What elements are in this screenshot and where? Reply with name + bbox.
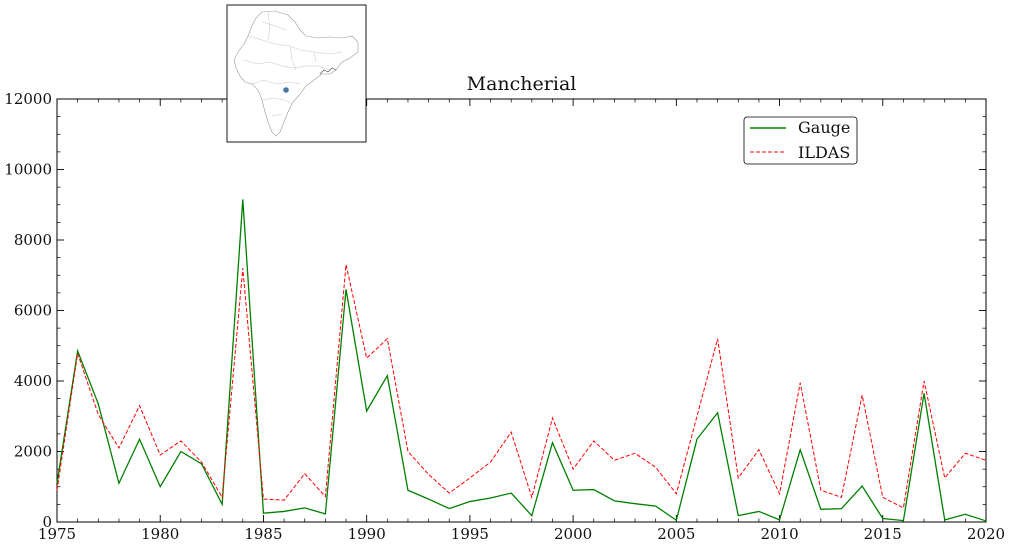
y-tick-label: 8000 xyxy=(14,231,52,249)
x-tick-label: 2000 xyxy=(554,525,592,543)
legend: Gauge ILDAS xyxy=(743,116,858,165)
x-tick-label: 1985 xyxy=(244,525,282,543)
x-tick-label: 2015 xyxy=(864,525,902,543)
x-tick-label: 1980 xyxy=(141,525,179,543)
x-tick-label: 1990 xyxy=(348,525,386,543)
y-tick-label: 10000 xyxy=(4,161,52,179)
inset-map xyxy=(226,4,367,143)
y-tick-label: 4000 xyxy=(14,372,52,390)
y-tick-label: 12000 xyxy=(4,90,52,108)
chart-title: Mancherial xyxy=(467,73,577,95)
y-tick-label: 0 xyxy=(42,513,52,531)
x-tick-label: 1975 xyxy=(38,525,76,543)
legend-label-gauge: Gauge xyxy=(798,118,850,137)
series-line-gauge xyxy=(56,199,987,522)
y-tick-label: 2000 xyxy=(14,443,52,461)
legend-label-ildas: ILDAS xyxy=(798,143,850,162)
x-tick-label: 2010 xyxy=(760,525,798,543)
x-tick-label: 2020 xyxy=(967,525,1005,543)
map-internal-borders xyxy=(243,11,343,117)
x-tick-label: 1995 xyxy=(451,525,489,543)
x-tick-label: 2005 xyxy=(657,525,695,543)
map-coast-detail xyxy=(319,67,337,75)
legend-box xyxy=(743,116,858,165)
series-line-ildas xyxy=(56,264,987,509)
inset-frame xyxy=(226,4,367,143)
y-tick-label: 6000 xyxy=(14,302,52,320)
map-outline xyxy=(233,10,359,137)
x-axis: 1975 1980 1985 1990 1995 2000 2005 2010 2015 2020 xyxy=(38,99,1005,543)
y-axis: 0 2000 4000 6000 8000 10000 12000 xyxy=(4,90,986,531)
gauge-location-marker xyxy=(283,87,289,93)
series-layer xyxy=(56,199,987,522)
